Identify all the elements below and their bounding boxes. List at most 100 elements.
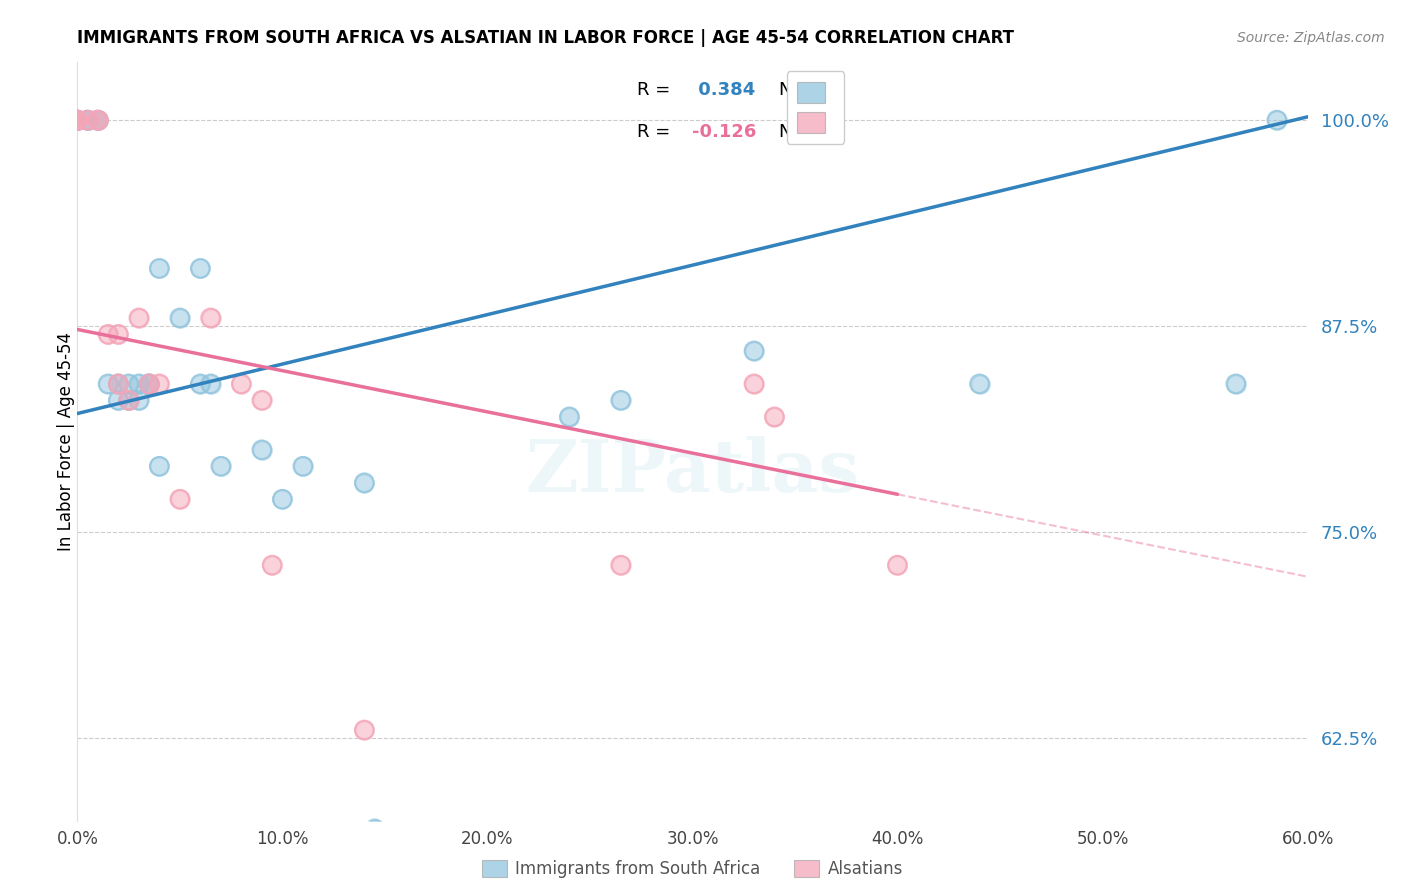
Point [742, 376, 765, 391]
Point [128, 393, 150, 408]
Point [107, 376, 129, 391]
Point [763, 409, 786, 424]
Point [609, 558, 631, 573]
Point [188, 261, 212, 276]
Point [1225, 376, 1247, 391]
Text: 34: 34 [820, 81, 844, 99]
Point [188, 261, 212, 276]
Point [271, 492, 294, 507]
Point [66, 113, 89, 128]
Point [128, 376, 150, 391]
Point [886, 558, 908, 573]
Point [169, 492, 191, 507]
Point [76, 113, 98, 128]
Point [76, 113, 98, 128]
Text: -0.126: -0.126 [693, 123, 756, 141]
Point [353, 723, 375, 737]
Point [148, 459, 170, 474]
Text: R =: R = [637, 81, 671, 99]
Point [558, 409, 581, 424]
Text: 0.384: 0.384 [693, 81, 755, 99]
Point [250, 393, 273, 408]
Point [250, 442, 273, 457]
Point [250, 442, 273, 457]
Point [169, 492, 191, 507]
Point [97, 376, 120, 391]
Point [66, 113, 89, 128]
Point [76, 113, 98, 128]
Point [107, 393, 129, 408]
Point [138, 376, 160, 391]
Point [97, 376, 120, 391]
Point [231, 376, 253, 391]
Point [231, 376, 253, 391]
Point [66, 113, 89, 128]
Y-axis label: In Labor Force | Age 45-54: In Labor Force | Age 45-54 [58, 332, 75, 551]
Point [117, 376, 139, 391]
Point [76, 113, 98, 128]
Point [107, 393, 129, 408]
Point [128, 393, 150, 408]
Point [128, 310, 150, 325]
Point [117, 393, 139, 408]
Point [558, 409, 581, 424]
Point [128, 310, 150, 325]
Point [353, 475, 375, 490]
Point [353, 475, 375, 490]
Point [66, 113, 89, 128]
Point [148, 376, 170, 391]
Point [188, 376, 212, 391]
Point [209, 459, 232, 474]
Point [117, 393, 139, 408]
Point [886, 558, 908, 573]
Point [66, 113, 89, 128]
Point [87, 113, 110, 128]
Point [200, 310, 222, 325]
Point [107, 327, 129, 342]
Text: Source: ZipAtlas.com: Source: ZipAtlas.com [1237, 31, 1385, 45]
Point [209, 459, 232, 474]
Point [138, 376, 160, 391]
Point [87, 113, 110, 128]
Point [87, 113, 110, 128]
Point [609, 393, 631, 408]
Point [76, 113, 98, 128]
Text: N =: N = [779, 123, 813, 141]
Point [262, 558, 284, 573]
Point [66, 113, 89, 128]
Point [76, 113, 98, 128]
Point [363, 822, 385, 836]
Point [66, 113, 89, 128]
Point [262, 558, 284, 573]
Point [200, 376, 222, 391]
Point [66, 113, 89, 128]
Point [969, 376, 991, 391]
Point [87, 113, 110, 128]
Point [291, 459, 314, 474]
Point [66, 113, 89, 128]
Point [148, 261, 170, 276]
Point [188, 376, 212, 391]
Point [97, 327, 120, 342]
Point [148, 261, 170, 276]
Point [742, 343, 765, 358]
Point [107, 376, 129, 391]
Point [200, 310, 222, 325]
Point [363, 822, 385, 836]
Point [117, 376, 139, 391]
Point [138, 376, 160, 391]
Point [138, 376, 160, 391]
Point [66, 113, 89, 128]
Point [107, 376, 129, 391]
Point [87, 113, 110, 128]
Point [969, 376, 991, 391]
Point [117, 393, 139, 408]
Point [169, 310, 191, 325]
Point [353, 723, 375, 737]
Point [138, 376, 160, 391]
Point [1265, 113, 1288, 128]
Point [107, 376, 129, 391]
Point [117, 393, 139, 408]
Point [87, 113, 110, 128]
Text: N =: N = [779, 81, 813, 99]
